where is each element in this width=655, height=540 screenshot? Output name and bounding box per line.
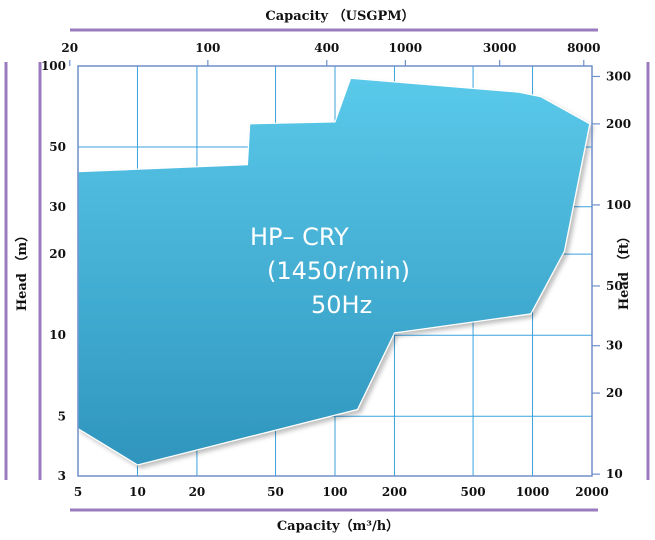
right-tick-label-100: 100 bbox=[606, 198, 631, 212]
x-tick-label-2000: 2000 bbox=[575, 485, 608, 499]
operating-region bbox=[77, 77, 591, 466]
y-tick-label-50: 50 bbox=[49, 140, 66, 154]
y-tick-label-100: 100 bbox=[41, 59, 66, 73]
top-axis-title: Capacity （USGPM） bbox=[265, 8, 414, 24]
x-tick-label-500: 500 bbox=[461, 485, 486, 499]
top-tick-label-8000: 8000 bbox=[567, 41, 600, 55]
right-tick-label-30: 30 bbox=[606, 339, 623, 353]
right-tick-label-10: 10 bbox=[606, 467, 623, 481]
right-tick-label-50: 50 bbox=[606, 279, 623, 293]
y-tick-label-30: 30 bbox=[49, 200, 66, 214]
x-tick-label-200: 200 bbox=[382, 485, 407, 499]
region-label-line-2: (1450r/min) bbox=[267, 257, 410, 285]
left-axis-title: Head （m） bbox=[14, 229, 30, 311]
region-label-line-3: 50Hz bbox=[311, 291, 372, 319]
right-tick-label-20: 20 bbox=[606, 386, 623, 400]
y-tick-label-5: 5 bbox=[58, 409, 66, 423]
x-tick-label-20: 20 bbox=[189, 485, 206, 499]
x-tick-label-5: 5 bbox=[74, 485, 82, 499]
y-tick-label-10: 10 bbox=[49, 328, 66, 342]
region-label: HP– CRY (1450r/min) 50Hz bbox=[250, 223, 410, 319]
top-tick-label-3000: 3000 bbox=[483, 41, 516, 55]
x-tick-label-50: 50 bbox=[267, 485, 284, 499]
y-tick-label-20: 20 bbox=[49, 247, 66, 261]
right-tick-label-200: 200 bbox=[606, 117, 631, 131]
x-tick-label-10: 10 bbox=[129, 485, 146, 499]
bottom-axis-title: Capacity（m³/h） bbox=[277, 518, 399, 534]
region-label-line-1: HP– CRY bbox=[250, 223, 349, 251]
y-tick-label-3: 3 bbox=[58, 469, 66, 483]
x-tick-label-100: 100 bbox=[322, 485, 347, 499]
x-tick-label-1000: 1000 bbox=[516, 485, 549, 499]
right-tick-label-300: 300 bbox=[606, 69, 631, 83]
top-tick-label-400: 400 bbox=[314, 41, 339, 55]
top-tick-label-1000: 1000 bbox=[389, 41, 422, 55]
top-tick-label-20: 20 bbox=[61, 41, 78, 55]
right-axis-title: Head （ft） bbox=[616, 230, 632, 310]
top-tick-label-100: 100 bbox=[195, 41, 220, 55]
plot-frame bbox=[77, 65, 593, 477]
